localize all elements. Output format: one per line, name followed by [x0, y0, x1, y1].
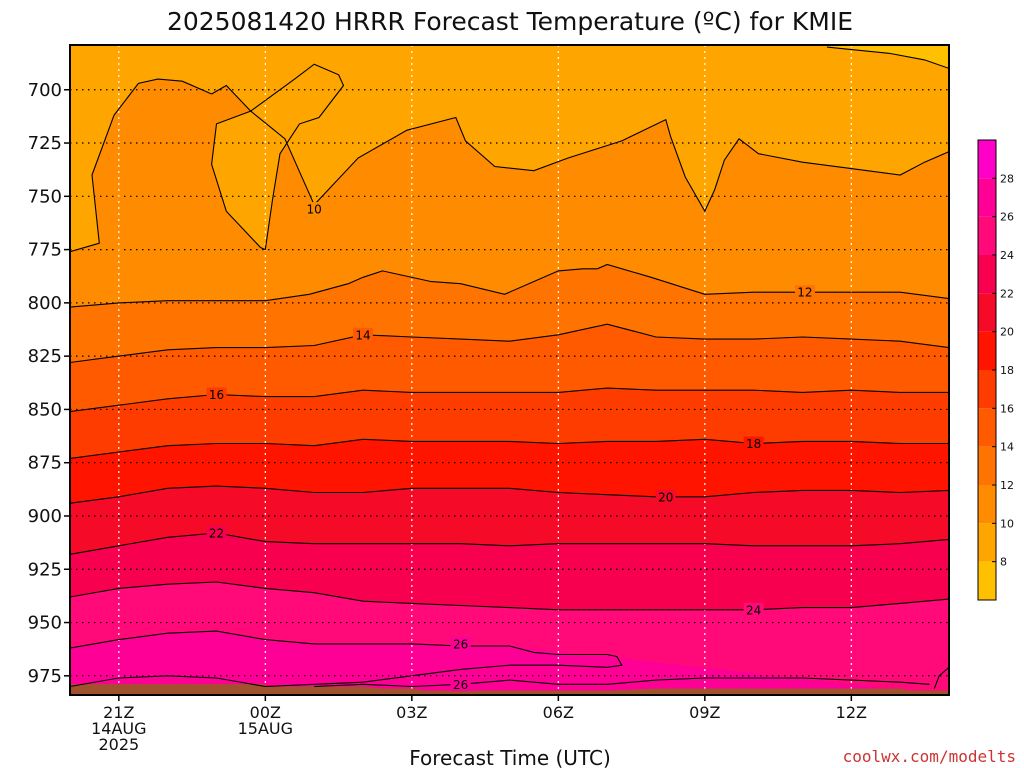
isotherm-12 — [70, 263, 949, 308]
isotherm-20 — [70, 485, 949, 504]
colorbar-band — [978, 178, 996, 217]
isotherm-label: 26 — [453, 637, 468, 651]
time-tick-label: 00Z — [250, 703, 281, 722]
ground-layer — [70, 684, 949, 695]
isotherm-10 — [70, 78, 212, 253]
isotherm-label-bg — [743, 436, 764, 451]
pressure-tick-label: 875 — [28, 453, 62, 474]
colorbar-tick-label: 20 — [1000, 326, 1014, 339]
pressure-tick-label: 700 — [28, 80, 62, 101]
isotherm-label-bg — [206, 387, 227, 402]
colorbar-tick-label: 24 — [1000, 249, 1014, 262]
time-tick-label: 2025 — [98, 735, 139, 754]
credit-link[interactable]: coolwx.com/modelts — [843, 747, 1016, 766]
plot-frame — [69, 44, 950, 696]
pressure-tick-label: 975 — [28, 666, 62, 687]
colorbar: 8 10 12 14 16 18 20 22 24 26 28 — [977, 139, 1014, 601]
chart-title: 2025081420 HRRR Forecast Temperature (ºC… — [167, 7, 853, 36]
isotherm-label-bg — [304, 202, 325, 217]
time-tick-label: 12Z — [836, 703, 867, 722]
pressure-axis: 700 725 750 775 800 825 850 875 900 925 950 975 — [28, 80, 70, 687]
ground-surface — [70, 684, 949, 695]
isotherm-label: 14 — [355, 328, 370, 342]
isotherm-26 — [314, 677, 930, 688]
pressure-tick-label: 775 — [28, 240, 62, 261]
isotherm-26 — [70, 630, 623, 688]
pressure-tick-label: 850 — [28, 399, 62, 420]
colorbar-tick-label: 26 — [1000, 211, 1014, 224]
isotherm-label: 22 — [209, 527, 224, 541]
x-axis-label: Forecast Time (UTC) — [409, 746, 611, 768]
time-tick-label: 15AUG — [238, 719, 293, 738]
isotherm-14 — [70, 323, 949, 364]
colorbar-band — [978, 293, 996, 332]
colorbar-tick-label: 16 — [1000, 402, 1014, 415]
isotherm-label-bg — [450, 636, 471, 651]
isotherm-10 — [826, 46, 949, 69]
isotherm-label: 18 — [746, 437, 761, 451]
colorbar-band — [978, 446, 996, 485]
time-tick-label: 09Z — [689, 703, 720, 722]
temperature-fill-layer — [70, 45, 949, 695]
isotherm-label-bg — [353, 327, 373, 342]
isotherm-26 — [933, 666, 949, 689]
pressure-tick-label: 925 — [28, 559, 62, 580]
colorbar-band — [978, 331, 996, 370]
isotherm-label: 10 — [307, 203, 322, 217]
isotherm-label: 20 — [658, 490, 673, 504]
gridlines — [70, 45, 949, 695]
isotherm-label: 26 — [453, 678, 468, 692]
colorbar-band — [978, 370, 996, 409]
isotherm-10 — [211, 84, 949, 213]
time-tick-label: 06Z — [543, 703, 574, 722]
colorbar-tick-label: 10 — [1000, 517, 1014, 530]
colorbar-band — [978, 561, 996, 600]
isotherm-10 — [211, 63, 345, 251]
time-tick-label: 21Z — [103, 703, 134, 722]
pressure-tick-label: 825 — [28, 346, 62, 367]
isotherm-label-bg — [794, 285, 815, 300]
isotherm-label-bg — [450, 677, 471, 692]
colorbar-band — [978, 140, 996, 179]
colorbar-tick-label: 18 — [1000, 364, 1014, 377]
pressure-tick-label: 950 — [28, 613, 62, 634]
pressure-tick-label: 900 — [28, 506, 62, 527]
pressure-tick-label: 800 — [28, 293, 62, 314]
cool-pocket-fill — [211, 64, 344, 250]
time-tick-label: 14AUG — [91, 719, 146, 738]
colorbar-tick-label: 14 — [1000, 441, 1014, 454]
time-tick-label: 03Z — [396, 703, 427, 722]
colorbar-tick-label: 22 — [1000, 287, 1014, 300]
isotherm-label-bg — [743, 602, 764, 617]
colorbar-band — [978, 408, 996, 447]
pressure-tick-label: 725 — [28, 133, 62, 154]
isotherm-label: 12 — [797, 286, 812, 300]
isotherm-18 — [70, 438, 949, 459]
colorbar-band — [978, 216, 996, 255]
colorbar-tick-label: 28 — [1000, 172, 1014, 185]
isotherm-label: 16 — [209, 388, 224, 402]
band-6-8 — [826, 45, 949, 69]
colorbar-band — [978, 255, 996, 294]
isotherm-label-bg — [206, 526, 227, 541]
colorbar-tick-label: 12 — [1000, 479, 1014, 492]
pressure-tick-label: 750 — [28, 186, 62, 207]
colorbar-band — [978, 523, 996, 562]
isotherm-24 — [70, 581, 949, 611]
plot-area: 10 12 14 16 18 20 22 24 26 26 — [70, 45, 949, 695]
isotherm-label-bg — [655, 489, 676, 504]
colorbar-band — [978, 485, 996, 524]
colorbar-tick-label: 8 — [1000, 556, 1007, 569]
isotherm-layer: 10 12 14 16 18 20 22 24 26 26 — [70, 46, 949, 692]
band-26-28-core — [70, 646, 622, 687]
isotherm-label: 24 — [746, 603, 761, 617]
